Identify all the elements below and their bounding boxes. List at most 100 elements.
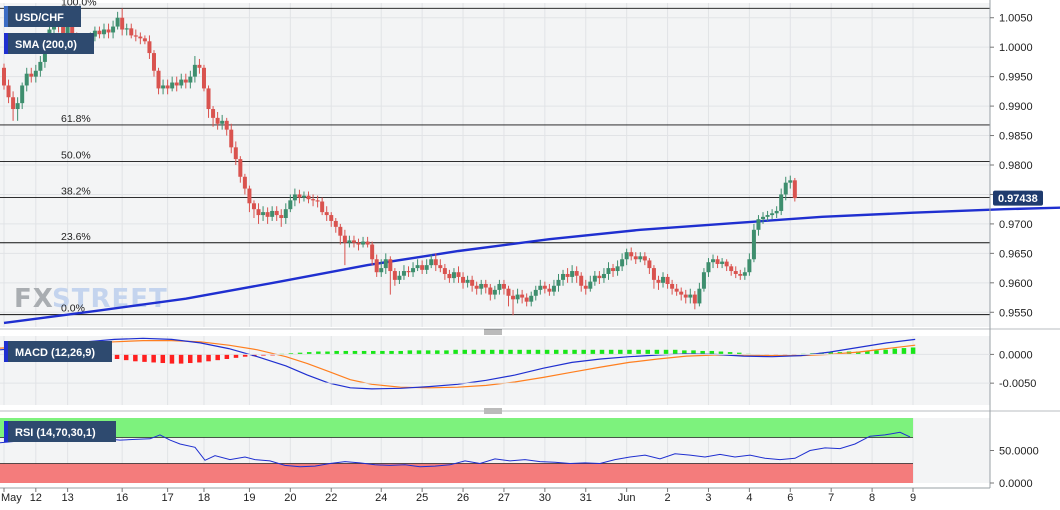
candle-body	[361, 241, 366, 245]
macd-histogram-bar	[599, 349, 605, 355]
candle-body	[211, 109, 216, 118]
candle-body	[624, 252, 629, 260]
macd-histogram-bar	[627, 349, 632, 355]
macd-histogram-bar	[682, 350, 687, 355]
macd-histogram-bar	[663, 349, 669, 355]
candle	[361, 236, 366, 248]
time-tick-label: 20	[284, 492, 296, 504]
last-price-value: 0.97438	[998, 193, 1038, 205]
candle	[311, 194, 316, 207]
macd-histogram-bar	[444, 350, 449, 355]
candle-body	[438, 265, 443, 269]
candle-body	[488, 287, 493, 295]
candle-body	[106, 29, 111, 33]
macd-histogram-bar	[508, 349, 513, 355]
candle-body	[729, 266, 734, 272]
candle-body	[142, 38, 147, 42]
symbol-label[interactable]: USD/CHF	[4, 6, 81, 27]
candle-body	[524, 297, 529, 302]
candle-body	[279, 215, 284, 219]
candle-body	[620, 259, 625, 267]
candle	[288, 194, 293, 213]
candle	[447, 269, 452, 283]
macd-histogram-bar	[618, 349, 623, 355]
macd-histogram-bar	[453, 349, 458, 355]
time-tick-label: 4	[746, 492, 752, 504]
macd-histogram-bar	[700, 350, 705, 355]
price-gridlines	[0, 17, 990, 313]
candle-body	[520, 294, 525, 298]
candle-body	[6, 85, 11, 98]
candle	[492, 285, 497, 300]
candle	[538, 279, 543, 295]
time-tick-label: 26	[457, 492, 469, 504]
candle	[279, 209, 284, 227]
rsi-oversold-zone	[0, 463, 913, 483]
macd-histogram-bar	[133, 354, 138, 362]
candle	[283, 203, 288, 224]
candle	[724, 259, 729, 272]
candle	[6, 79, 11, 104]
fibonacci-levels: 100.0% 61.8% 50.0% 38.2% 23.6% 0.0%	[0, 0, 990, 316]
candle-body	[70, 26, 75, 39]
macd-label[interactable]: MACD (12,26,9)	[4, 341, 112, 362]
macd-histogram-bar	[517, 349, 522, 355]
fib-level-label: 50.0%	[61, 149, 91, 161]
candle	[274, 206, 279, 221]
candle-body	[33, 70, 38, 77]
candle-body	[274, 210, 279, 216]
candle	[24, 67, 29, 92]
candle	[529, 291, 534, 307]
candle	[488, 283, 493, 301]
candle	[474, 281, 479, 295]
fib-level-label: 0.0%	[61, 303, 85, 315]
candle	[320, 197, 325, 216]
price-tick-label: 0.9650	[999, 248, 1033, 260]
candle-body	[233, 147, 238, 160]
candle	[524, 293, 529, 307]
candle	[542, 281, 547, 294]
candle	[315, 195, 320, 208]
candle-body	[701, 272, 706, 289]
macd-histogram-bar	[425, 350, 431, 355]
rsi-axis: 50.0000 0.0000	[990, 446, 1039, 490]
candle-body	[724, 261, 729, 267]
price-tick-label: 0.9950	[999, 72, 1033, 84]
candle	[92, 26, 97, 42]
time-tick-label: 25	[416, 492, 428, 504]
macd-histogram-bar	[672, 349, 678, 355]
candle	[233, 141, 238, 165]
macd-text: MACD (12,26,9)	[15, 347, 95, 359]
macd-histogram-bar	[544, 349, 550, 355]
macd-resize-handle[interactable]	[484, 329, 502, 335]
candle-body	[342, 235, 347, 243]
candle-body	[597, 275, 602, 279]
sma-label[interactable]: SMA (200,0)	[4, 33, 94, 54]
candle-body	[197, 64, 202, 68]
rsi-label[interactable]: RSI (14,70,30,1)	[4, 421, 116, 442]
candle	[115, 11, 120, 30]
candle	[301, 191, 306, 202]
candle	[179, 73, 184, 89]
candle	[606, 262, 611, 280]
candle-body	[538, 285, 543, 290]
candle-body	[415, 265, 420, 269]
candle	[642, 252, 647, 266]
candle	[138, 32, 143, 45]
candle-body	[751, 229, 756, 260]
candle	[329, 212, 334, 227]
candle-body	[720, 261, 725, 264]
candle	[242, 173, 247, 195]
candle	[133, 29, 138, 42]
candle-body	[170, 82, 175, 89]
candle	[306, 191, 311, 204]
rsi-resize-handle[interactable]	[484, 408, 502, 414]
candle-body	[42, 50, 47, 62]
candle-body	[765, 215, 770, 217]
macd-histogram-bar	[709, 350, 715, 355]
candle-body	[792, 180, 797, 199]
candle	[261, 206, 266, 221]
candle	[533, 285, 538, 301]
candle	[397, 271, 402, 284]
candle	[442, 263, 447, 280]
